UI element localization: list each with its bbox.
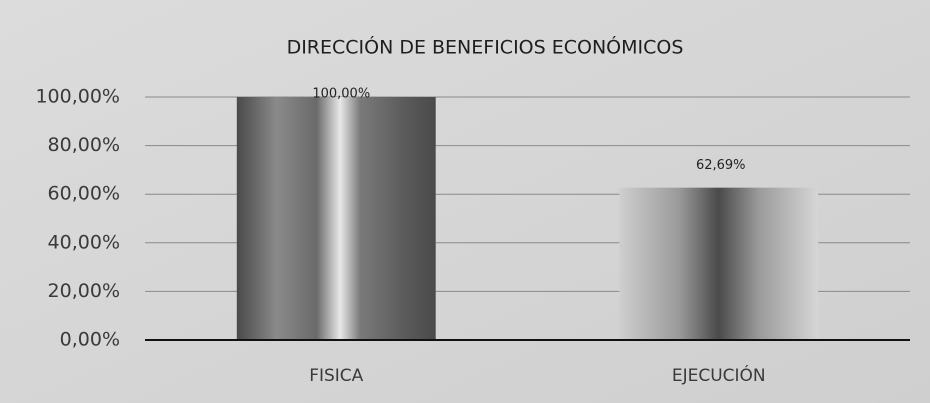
bar [236,97,436,340]
y-tick-label: 100,00% [35,86,120,108]
data-label: 62,69% [696,158,746,173]
data-label: 100,00% [312,87,370,102]
y-tick-label: 80,00% [48,134,120,156]
y-tick-label: 60,00% [48,183,120,205]
x-tick-label: EJECUCIÓN [672,364,766,386]
x-tick-label: FISICA [309,366,363,386]
chart-title: DIRECCIÓN DE BENEFICIOS ECONÓMICOS [287,35,684,59]
bar [619,187,819,340]
y-tick-label: 0,00% [60,329,120,351]
y-tick-label: 40,00% [48,231,120,253]
y-tick-label: 20,00% [48,280,120,302]
